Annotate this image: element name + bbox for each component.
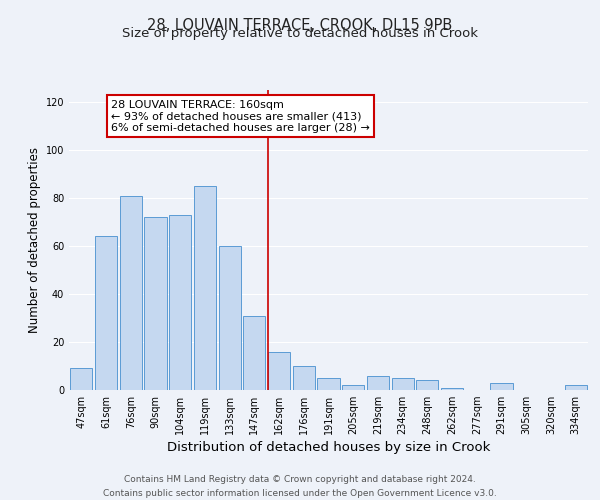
- X-axis label: Distribution of detached houses by size in Crook: Distribution of detached houses by size …: [167, 442, 490, 454]
- Text: Contains HM Land Registry data © Crown copyright and database right 2024.
Contai: Contains HM Land Registry data © Crown c…: [103, 476, 497, 498]
- Y-axis label: Number of detached properties: Number of detached properties: [28, 147, 41, 333]
- Bar: [145, 217, 167, 390]
- Bar: [119, 196, 142, 390]
- Bar: [95, 236, 117, 390]
- Bar: [218, 246, 241, 390]
- Bar: [367, 376, 389, 390]
- Bar: [565, 385, 587, 390]
- Bar: [243, 316, 265, 390]
- Bar: [268, 352, 290, 390]
- Bar: [490, 383, 512, 390]
- Bar: [441, 388, 463, 390]
- Bar: [293, 366, 315, 390]
- Bar: [392, 378, 414, 390]
- Bar: [194, 186, 216, 390]
- Bar: [317, 378, 340, 390]
- Text: 28 LOUVAIN TERRACE: 160sqm
← 93% of detached houses are smaller (413)
6% of semi: 28 LOUVAIN TERRACE: 160sqm ← 93% of deta…: [111, 100, 370, 133]
- Text: 28, LOUVAIN TERRACE, CROOK, DL15 9PB: 28, LOUVAIN TERRACE, CROOK, DL15 9PB: [148, 18, 452, 32]
- Bar: [70, 368, 92, 390]
- Bar: [416, 380, 439, 390]
- Bar: [342, 385, 364, 390]
- Bar: [169, 215, 191, 390]
- Text: Size of property relative to detached houses in Crook: Size of property relative to detached ho…: [122, 28, 478, 40]
